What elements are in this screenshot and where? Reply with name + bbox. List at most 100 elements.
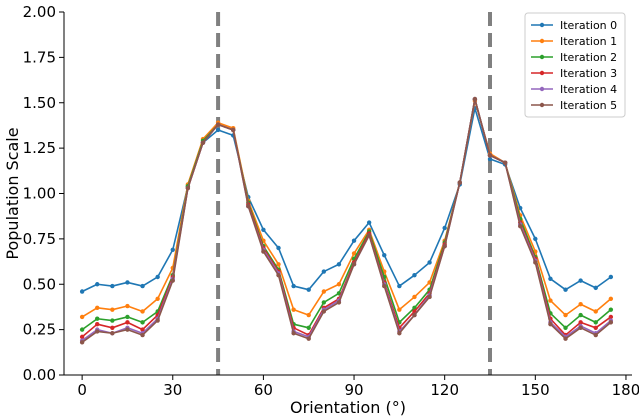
data-point <box>412 312 417 318</box>
data-point <box>533 236 538 242</box>
data-point <box>563 312 568 318</box>
series-2 <box>79 96 614 332</box>
data-point <box>306 287 311 292</box>
x-tick-label: 60 <box>254 381 273 399</box>
data-point <box>230 127 236 133</box>
data-point <box>140 327 145 332</box>
y-tick-label: 1.00 <box>23 185 56 203</box>
data-point <box>593 325 598 331</box>
data-point <box>125 303 130 309</box>
data-point <box>246 204 251 209</box>
data-point <box>593 285 598 291</box>
data-point <box>291 307 296 312</box>
series-3 <box>79 96 614 340</box>
data-point <box>487 153 493 158</box>
data-point <box>412 272 417 278</box>
data-point <box>125 320 130 325</box>
legend-swatch-marker <box>539 86 545 92</box>
data-point <box>563 287 568 292</box>
y-tick-label: 0.75 <box>23 230 56 248</box>
data-point <box>336 282 342 287</box>
data-point <box>548 321 553 327</box>
data-point <box>457 180 462 185</box>
data-point <box>95 321 100 327</box>
data-point <box>306 312 311 318</box>
data-point <box>487 156 493 162</box>
data-point <box>502 160 508 165</box>
data-point <box>578 302 583 307</box>
data-point <box>321 309 327 314</box>
data-point <box>593 309 598 314</box>
data-point <box>608 274 614 280</box>
axes: 0 30 60 90 120 150 180 0.00 0.25 0.50 0.75 1.00 1.2… <box>23 3 639 399</box>
legend-label: Iteration 5 <box>560 99 617 112</box>
y-axis-label: Population Scale <box>3 127 22 259</box>
legend-label: Iteration 4 <box>560 83 617 96</box>
data-point <box>95 305 100 311</box>
legend-swatch-marker <box>539 70 545 76</box>
x-ticks: 0 30 60 90 120 150 180 <box>77 375 639 399</box>
data-point <box>351 238 357 243</box>
y-tick-label: 0.25 <box>23 321 56 339</box>
series-1 <box>79 98 614 320</box>
data-point <box>593 320 598 325</box>
data-point <box>382 283 387 289</box>
data-point <box>79 314 85 320</box>
data-point <box>578 325 583 331</box>
data-point <box>563 336 568 341</box>
data-point <box>170 247 175 252</box>
legend-label: Iteration 1 <box>560 35 617 48</box>
data-point <box>427 280 432 285</box>
y-tick-label: 0.00 <box>23 366 56 384</box>
data-point <box>518 223 523 229</box>
x-axis-label: Orientation (°) <box>290 398 406 417</box>
data-point <box>336 300 342 305</box>
data-point <box>321 289 327 294</box>
data-point <box>397 307 402 312</box>
data-point <box>79 289 85 294</box>
x-tick-label: 150 <box>521 381 550 399</box>
data-point <box>276 262 281 267</box>
data-point <box>200 140 206 145</box>
data-point <box>261 227 266 232</box>
data-point <box>608 320 614 325</box>
series-0 <box>79 105 614 294</box>
legend: Iteration 0 Iteration 1 Iteration 2 Iterati… <box>524 12 626 118</box>
series-line <box>81 98 612 331</box>
data-point <box>155 296 160 301</box>
data-point <box>110 331 115 336</box>
data-point <box>351 262 357 267</box>
x-tick-label: 0 <box>77 381 87 399</box>
data-point <box>442 243 447 249</box>
data-point <box>155 274 160 280</box>
data-point <box>472 96 478 102</box>
legend-swatch-marker <box>539 22 545 28</box>
data-point <box>412 294 417 300</box>
data-point <box>79 334 85 340</box>
data-point <box>170 278 175 283</box>
data-point <box>261 249 266 254</box>
data-point <box>79 340 85 345</box>
y-tick-label: 1.50 <box>23 94 56 112</box>
data-point <box>593 332 598 338</box>
data-point <box>125 327 130 332</box>
series-group <box>79 96 614 345</box>
data-point <box>140 283 145 289</box>
y-tick-label: 1.25 <box>23 139 56 157</box>
data-point <box>321 269 327 274</box>
data-point <box>155 318 160 323</box>
reference-lines <box>216 12 492 375</box>
data-point <box>140 320 145 325</box>
data-point <box>351 251 357 256</box>
data-point <box>366 233 372 238</box>
x-tick-label: 90 <box>344 381 363 399</box>
data-point <box>306 336 311 341</box>
legend-label: Iteration 2 <box>560 51 617 64</box>
data-point <box>608 314 614 320</box>
data-point <box>291 283 296 289</box>
data-point <box>140 309 145 314</box>
data-point <box>382 253 387 258</box>
y-tick-label: 2.00 <box>23 3 56 21</box>
data-point <box>366 220 372 225</box>
data-point <box>185 185 191 191</box>
